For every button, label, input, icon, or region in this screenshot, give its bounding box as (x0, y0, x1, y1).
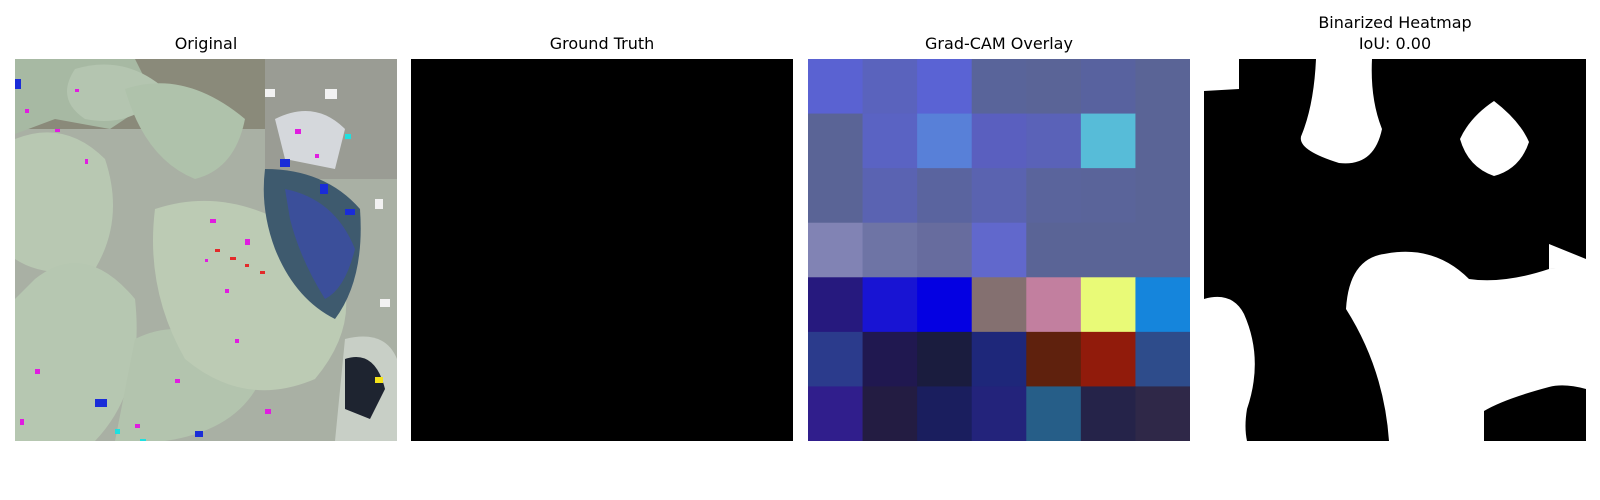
gradcam-cell (1080, 386, 1136, 441)
gradcam-cell (971, 168, 1027, 224)
gradcam-cell (1135, 113, 1190, 169)
panel-gradcam-overlay: Grad-CAM Overlay (808, 0, 1190, 500)
original-image (15, 59, 397, 441)
gradcam-cell (1026, 386, 1082, 441)
panel-original: Original (15, 0, 397, 500)
gradcam-cell (808, 277, 864, 333)
gradcam-cell (1080, 277, 1136, 333)
gradcam-cell (1026, 168, 1082, 224)
gradcam-cell (971, 59, 1027, 115)
gradcam-cell (862, 113, 918, 169)
panel-title-binarized-line1: Binarized Heatmap (1318, 13, 1472, 32)
gradcam-cell (1080, 168, 1136, 224)
gradcam-grid (808, 59, 1190, 441)
gradcam-cell (917, 222, 973, 278)
gradcam-cell (808, 386, 864, 441)
gradcam-cell (1080, 331, 1136, 387)
panel-title-gradcam: Grad-CAM Overlay (925, 34, 1073, 53)
binarized-mask-drawing (1204, 59, 1586, 441)
gradcam-cell (862, 59, 918, 115)
panel-title-original: Original (174, 34, 238, 53)
gradcam-cell (1026, 277, 1082, 333)
gradcam-cell (917, 113, 973, 169)
gradcam-cell (1026, 59, 1082, 115)
gradcam-cell (971, 222, 1027, 278)
gradcam-cell (862, 331, 918, 387)
gradcam-cell (1135, 168, 1190, 224)
gradcam-cell (1026, 331, 1082, 387)
gradcam-cell (1026, 222, 1082, 278)
gradcam-cell (971, 331, 1027, 387)
panel-title-binarized-line2: IoU: 0.00 (1358, 34, 1432, 53)
gradcam-cell (1026, 113, 1082, 169)
panel-title-ground-truth: Ground Truth (549, 34, 655, 53)
gradcam-cell (1135, 277, 1190, 333)
gradcam-cell (808, 222, 864, 278)
gradcam-cell (808, 331, 864, 387)
gradcam-cell (971, 277, 1027, 333)
gradcam-overlay-image (808, 59, 1190, 441)
gradcam-cell (1135, 222, 1190, 278)
ground-truth-mask (411, 59, 793, 441)
gradcam-cell (917, 331, 973, 387)
gradcam-cell (862, 277, 918, 333)
gradcam-cell (1080, 59, 1136, 115)
gradcam-cell (1135, 59, 1190, 115)
gradcam-cell (808, 113, 864, 169)
gradcam-cell (1080, 222, 1136, 278)
gradcam-cell (917, 168, 973, 224)
gradcam-cell (917, 59, 973, 115)
panel-ground-truth: Ground Truth (411, 0, 793, 500)
original-image-drawing (15, 59, 397, 441)
gradcam-cell (862, 168, 918, 224)
binarized-heatmap-image (1204, 59, 1586, 441)
gradcam-cell (971, 386, 1027, 441)
gradcam-cell (808, 59, 864, 115)
gradcam-cell (1080, 113, 1136, 169)
gradcam-cell (808, 168, 864, 224)
gradcam-cell (1135, 331, 1190, 387)
gradcam-cell (971, 113, 1027, 169)
gradcam-cell (862, 222, 918, 278)
gradcam-cell (917, 386, 973, 441)
gradcam-cell (862, 386, 918, 441)
panel-binarized-heatmap: Binarized Heatmap IoU: 0.00 (1204, 0, 1586, 500)
gradcam-cell (1135, 386, 1190, 441)
gradcam-cell (917, 277, 973, 333)
